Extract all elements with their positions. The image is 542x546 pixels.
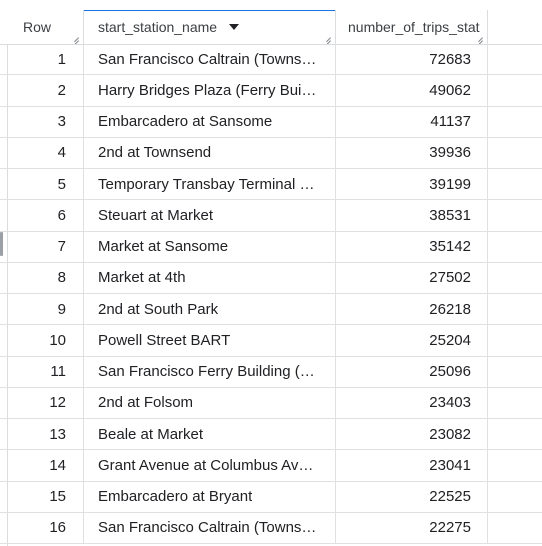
table-header: Row start_station_name number_of_trips_s… (0, 10, 542, 45)
row-number-cell: 4 (7, 137, 84, 168)
row-number-cell: 11 (7, 356, 84, 387)
station-name-text: Embarcadero at Bryant (98, 488, 253, 506)
station-name-cell[interactable]: 2nd at Townsend (84, 137, 336, 168)
table-row[interactable]: 5 Temporary Transbay Terminal (Howard at … (0, 169, 542, 201)
table-row[interactable]: 9 2nd at South Park 26218 (0, 294, 542, 326)
table-row[interactable]: 13 Beale at Market 23082 (0, 419, 542, 451)
table-row[interactable]: 2 Harry Bridges Plaza (Ferry Building) 490… (0, 75, 542, 107)
trip-count-cell[interactable]: 25096 (336, 356, 488, 387)
station-name-text: Temporary Transbay Terminal (Howard at B… (98, 175, 317, 193)
trip-count-cell[interactable]: 26218 (336, 294, 488, 325)
station-name-cell[interactable]: Embarcadero at Sansome (84, 106, 336, 137)
trip-count-cell[interactable]: 23403 (336, 387, 488, 418)
station-name-cell[interactable]: 2nd at South Park (84, 294, 336, 325)
column-header-label: start_station_name (98, 19, 218, 35)
station-name-cell[interactable]: Temporary Transbay Terminal (Howard at B… (84, 169, 336, 200)
station-name-cell[interactable]: 2nd at Folsom (84, 387, 336, 418)
table-row[interactable]: 12 2nd at Folsom 23403 (0, 387, 542, 419)
table-row[interactable]: 7 Market at Sansome 35142 (0, 231, 542, 263)
trip-count-cell[interactable]: 49062 (336, 75, 488, 106)
station-name-cell[interactable]: San Francisco Caltrain (Townsend at 4th) (84, 512, 336, 543)
column-header-label: Row (23, 19, 52, 35)
station-name-cell[interactable]: Powell Street BART (84, 325, 336, 356)
row-number-cell: 16 (7, 512, 84, 543)
trip-count-cell[interactable]: 39199 (336, 169, 488, 200)
station-name-text: 2nd at Folsom (98, 394, 194, 412)
trip-count-cell[interactable]: 41137 (336, 106, 488, 137)
sort-descending-icon[interactable] (229, 24, 240, 30)
station-name-text: Grant Avenue at Columbus Avenue (98, 456, 317, 474)
trip-count-cell[interactable]: 25204 (336, 325, 488, 356)
station-name-text: Beale at Market (98, 425, 204, 443)
row-number-cell: 8 (7, 262, 84, 293)
station-name-text: San Francisco Ferry Building (Harry Brid… (98, 363, 317, 381)
row-number-cell: 14 (7, 450, 84, 481)
row-number-cell: 15 (7, 481, 84, 512)
station-name-cell[interactable]: Embarcadero at Bryant (84, 481, 336, 512)
table-row[interactable]: 10 Powell Street BART 25204 (0, 325, 542, 357)
row-number-cell: 7 (7, 231, 84, 262)
station-name-text: Market at Sansome (98, 238, 229, 256)
station-name-text: Embarcadero at Sansome (98, 113, 273, 131)
station-name-text: Powell Street BART (98, 331, 231, 349)
panel-resize-handle[interactable] (0, 232, 3, 256)
row-number-cell: 13 (7, 419, 84, 450)
station-name-cell[interactable]: Market at 4th (84, 262, 336, 293)
trip-count-cell[interactable]: 27502 (336, 262, 488, 293)
row-number-cell: 5 (7, 169, 84, 200)
trip-count-cell[interactable]: 22525 (336, 481, 488, 512)
trip-count-cell[interactable]: 72683 (336, 44, 488, 75)
station-name-text: Harry Bridges Plaza (Ferry Building) (98, 81, 317, 99)
row-number-cell: 12 (7, 387, 84, 418)
table-row[interactable]: 11 San Francisco Ferry Building (Harry Br… (0, 356, 542, 388)
active-column-indicator (84, 10, 335, 11)
column-resize-icon[interactable] (323, 33, 331, 41)
trip-count-cell[interactable]: 22275 (336, 512, 488, 543)
table-row[interactable]: 8 Market at 4th 27502 (0, 262, 542, 294)
column-header-number-of-trips[interactable]: number_of_trips_stat (336, 10, 488, 44)
column-header-label: number_of_trips_stat (348, 19, 480, 35)
trip-count-cell[interactable]: 35142 (336, 231, 488, 262)
column-header-start-station-name[interactable]: start_station_name (84, 10, 336, 44)
trip-count-cell[interactable]: 23082 (336, 419, 488, 450)
grid-left-border (7, 10, 8, 546)
station-name-cell[interactable]: Market at Sansome (84, 231, 336, 262)
table-row[interactable]: 3 Embarcadero at Sansome 41137 (0, 106, 542, 138)
station-name-text: San Francisco Caltrain (Townsend at 4th) (98, 50, 317, 68)
station-name-text: Steuart at Market (98, 206, 214, 224)
table-row[interactable]: 1 San Francisco Caltrain (Townsend at 4th… (0, 44, 542, 76)
trip-count-cell[interactable]: 39936 (336, 137, 488, 168)
table-row[interactable]: 15 Embarcadero at Bryant 22525 (0, 481, 542, 513)
station-name-cell[interactable]: San Francisco Ferry Building (Harry Brid… (84, 356, 336, 387)
column-header-row[interactable]: Row (7, 10, 84, 44)
row-number-cell: 3 (7, 106, 84, 137)
table-row[interactable]: 16 San Francisco Caltrain (Townsend at 4t… (0, 512, 542, 544)
trip-count-cell[interactable]: 23041 (336, 450, 488, 481)
column-resize-icon[interactable] (71, 33, 79, 41)
table-body: 1 San Francisco Caltrain (Townsend at 4th… (0, 44, 542, 544)
station-name-text: San Francisco Caltrain (Townsend at 4th) (98, 519, 317, 537)
station-name-text: 2nd at Townsend (98, 144, 212, 162)
row-number-cell: 2 (7, 75, 84, 106)
station-name-cell[interactable]: Grant Avenue at Columbus Avenue (84, 450, 336, 481)
column-resize-icon[interactable] (475, 33, 483, 41)
station-name-text: 2nd at South Park (98, 300, 219, 318)
table-row[interactable]: 14 Grant Avenue at Columbus Avenue 23041 (0, 450, 542, 482)
station-name-cell[interactable]: Beale at Market (84, 419, 336, 450)
table-row[interactable]: 6 Steuart at Market 38531 (0, 200, 542, 232)
table-row[interactable]: 4 2nd at Townsend 39936 (0, 137, 542, 169)
station-name-text: Market at 4th (98, 269, 186, 287)
station-name-cell[interactable]: Steuart at Market (84, 200, 336, 231)
trip-count-cell[interactable]: 38531 (336, 200, 488, 231)
row-number-cell: 9 (7, 294, 84, 325)
row-number-cell: 6 (7, 200, 84, 231)
row-number-cell: 10 (7, 325, 84, 356)
station-name-cell[interactable]: San Francisco Caltrain (Townsend at 4th) (84, 44, 336, 75)
station-name-cell[interactable]: Harry Bridges Plaza (Ferry Building) (84, 75, 336, 106)
row-number-cell: 1 (7, 44, 84, 75)
